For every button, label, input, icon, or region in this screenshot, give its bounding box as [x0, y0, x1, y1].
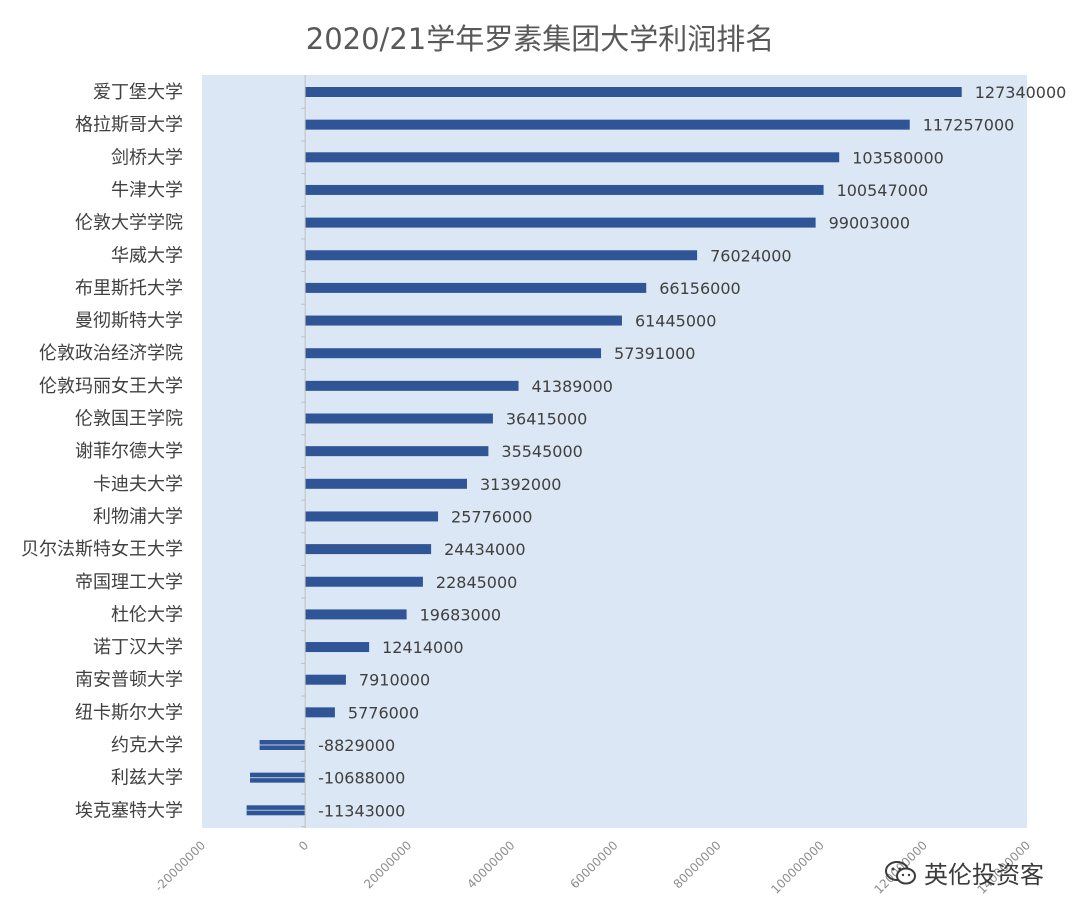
value-label: 41389000 [532, 377, 613, 396]
value-label: 100547000 [837, 181, 929, 200]
bar-18 [305, 674, 346, 685]
bar-9 [305, 380, 519, 391]
category-label: 伦敦政治经济学院 [39, 343, 183, 364]
category-label: 牛津大学 [111, 180, 183, 201]
category-label: 帝国理工大学 [75, 572, 183, 593]
category-label: 卡迪夫大学 [93, 474, 183, 495]
bar-1 [305, 119, 910, 130]
value-label: 35545000 [501, 442, 582, 461]
value-label: 5776000 [348, 703, 419, 722]
value-label: 127340000 [975, 83, 1067, 102]
value-label: -8829000 [318, 736, 395, 755]
value-label: 117257000 [923, 116, 1015, 135]
category-label: 伦敦玛丽女王大学 [39, 376, 183, 397]
value-label: 25776000 [451, 507, 532, 526]
bar-3 [305, 184, 824, 195]
category-label: 布里斯托大学 [75, 278, 183, 299]
bar-12 [305, 478, 467, 489]
category-label: 纽卡斯尔大学 [75, 702, 183, 723]
category-label: 贝尔法斯特女王大学 [21, 539, 183, 560]
category-label: 华威大学 [111, 245, 183, 266]
x-tick-label: 60000000 [568, 838, 621, 891]
value-label: 12414000 [382, 638, 463, 657]
watermark-text: 英伦投资客 [924, 861, 1044, 889]
x-tick-label: 80000000 [671, 838, 724, 891]
category-label: 谢菲尔德大学 [75, 441, 183, 462]
bar-14 [305, 544, 432, 555]
category-label: 伦敦大学学院 [75, 213, 183, 234]
bar-6 [305, 282, 647, 293]
bar-2 [305, 152, 840, 163]
x-tick-label: -20000000 [152, 838, 208, 894]
value-label: 103580000 [852, 148, 944, 167]
value-label: 24434000 [444, 540, 525, 559]
category-label: 杜伦大学 [111, 604, 183, 625]
category-label: 格拉斯哥大学 [75, 115, 183, 136]
category-label: 埃克塞特大学 [75, 800, 183, 821]
x-tick-label: 100000000 [768, 838, 826, 896]
value-label: 36415000 [506, 410, 587, 429]
value-label: 19683000 [420, 605, 501, 624]
category-label: 剑桥大学 [111, 147, 183, 168]
bar-19 [305, 707, 335, 718]
chart-title: 2020/21学年罗素集团大学利润排名 [305, 22, 775, 56]
category-label: 诺丁汉大学 [93, 637, 183, 658]
watermark: 英伦投资客 [884, 855, 1044, 890]
value-label: 76024000 [710, 246, 791, 265]
bar-16 [305, 609, 407, 620]
value-label: 31392000 [480, 475, 561, 494]
bar-7 [305, 315, 622, 326]
category-label: 爱丁堡大学 [93, 82, 183, 103]
bar-10 [305, 413, 493, 424]
category-label: 南安普顿大学 [75, 670, 183, 691]
bar-5 [305, 250, 698, 261]
bar-11 [305, 446, 489, 457]
category-label: 利兹大学 [111, 768, 183, 789]
bar-8 [305, 348, 602, 359]
category-label: 曼彻斯特大学 [75, 311, 183, 332]
value-label: 57391000 [614, 344, 695, 363]
category-label: 约克大学 [111, 735, 183, 756]
value-label: -10688000 [318, 769, 405, 788]
bar-4 [305, 217, 816, 228]
wechat-icon [885, 860, 916, 884]
bar-13 [305, 511, 439, 522]
value-label: 22845000 [436, 573, 517, 592]
value-label: -11343000 [318, 801, 405, 820]
bar-0 [305, 87, 962, 97]
x-tick-label: 40000000 [464, 838, 517, 891]
x-tick-label: 0 [296, 838, 311, 853]
value-label: 99003000 [829, 214, 910, 233]
value-label: 66156000 [659, 279, 740, 298]
bar-17 [305, 642, 370, 653]
x-tick-label: 20000000 [361, 838, 414, 891]
value-label: 61445000 [635, 312, 716, 331]
category-label: 伦敦国王学院 [75, 409, 183, 430]
category-label: 利物浦大学 [93, 506, 183, 527]
value-label: 7910000 [359, 671, 430, 690]
bar-15 [305, 576, 423, 587]
